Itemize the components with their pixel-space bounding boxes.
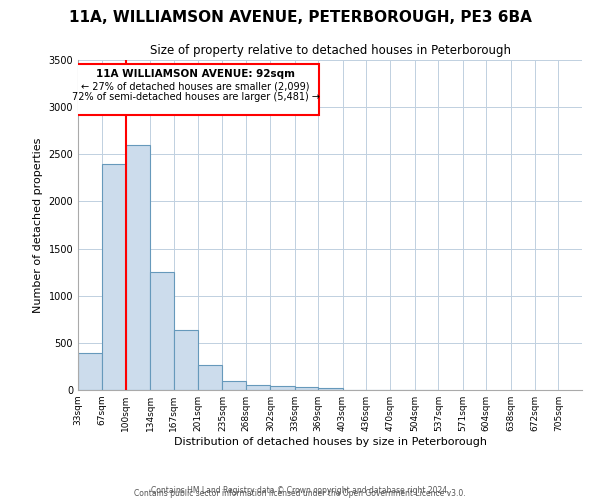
Text: 11A WILLIAMSON AVENUE: 92sqm: 11A WILLIAMSON AVENUE: 92sqm (96, 70, 295, 80)
Bar (150, 272, 174, 390)
Bar (246, 385, 271, 390)
Bar (318, 388, 343, 390)
Text: ← 27% of detached houses are smaller (2,099): ← 27% of detached houses are smaller (2,… (82, 81, 310, 91)
Text: Contains HM Land Registry data © Crown copyright and database right 2024.: Contains HM Land Registry data © Crown c… (151, 486, 449, 495)
Bar (295, 387, 318, 390)
Text: 72% of semi-detached houses are larger (5,481) →: 72% of semi-detached houses are larger (… (71, 92, 320, 102)
Y-axis label: Number of detached properties: Number of detached properties (33, 138, 43, 312)
Bar (126, 145, 150, 390)
Title: Size of property relative to detached houses in Peterborough: Size of property relative to detached ho… (149, 44, 511, 58)
Bar (271, 386, 295, 390)
Text: 11A, WILLIAMSON AVENUE, PETERBOROUGH, PE3 6BA: 11A, WILLIAMSON AVENUE, PETERBOROUGH, PE… (68, 10, 532, 25)
Bar (103, 164, 126, 390)
FancyBboxPatch shape (72, 64, 319, 114)
Text: Contains public sector information licensed under the Open Government Licence v3: Contains public sector information licen… (134, 488, 466, 498)
Bar (223, 380, 246, 390)
Bar (174, 330, 198, 390)
Bar (78, 353, 103, 390)
X-axis label: Distribution of detached houses by size in Peterborough: Distribution of detached houses by size … (173, 437, 487, 447)
Bar (198, 366, 223, 390)
